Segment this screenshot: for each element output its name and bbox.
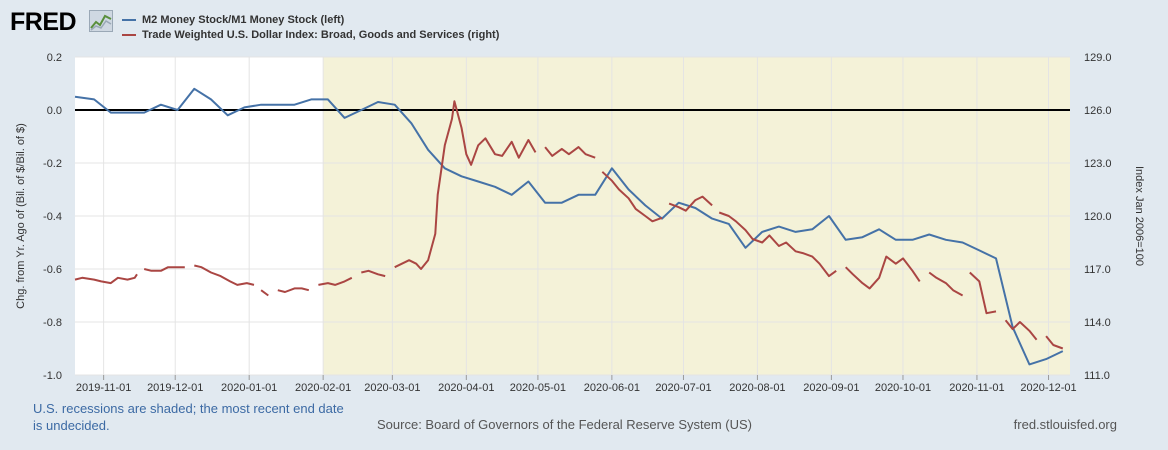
line-chart-icon — [89, 10, 113, 32]
right-tick-label: 120.0 — [1084, 211, 1112, 223]
series-line-dollar-index — [74, 100, 1064, 350]
x-tick-label: 2020-04-01 — [438, 382, 494, 394]
recession-note: U.S. recessions are shaded; the most rec… — [33, 401, 344, 433]
right-tick-label: 114.0 — [1084, 317, 1111, 329]
right-tick-label: 117.0 — [1084, 264, 1111, 276]
right-tick-label: 111.0 — [1084, 370, 1110, 382]
x-tick-label: 2019-12-01 — [147, 382, 203, 394]
right-tick-label: 129.0 — [1084, 52, 1112, 64]
left-tick-label: -0.6 — [43, 264, 62, 276]
x-tick-label: 2020-08-01 — [729, 382, 785, 394]
legend-item-dollar-index[interactable]: Trade Weighted U.S. Dollar Index: Broad,… — [122, 27, 499, 42]
left-tick-label: -0.8 — [43, 317, 62, 329]
legend-swatch-blue — [122, 18, 136, 21]
fred-logo[interactable]: FRED — [10, 8, 77, 36]
left-tick-label: 0.2 — [47, 52, 62, 64]
legend-item-m2-m1[interactable]: M2 Money Stock/M1 Money Stock (left) — [122, 12, 499, 27]
left-tick-label: -0.2 — [43, 158, 62, 170]
left-tick-label: -1.0 — [43, 370, 62, 382]
x-tick-label: 2020-11-01 — [949, 382, 1004, 394]
x-tick-label: 2019-11-01 — [76, 382, 131, 394]
left-axis-title: Chg. from Yr. Ago of (Bil. of $/Bil. of … — [15, 123, 27, 309]
right-tick-label: 126.0 — [1084, 105, 1112, 117]
x-tick-label: 2020-02-01 — [295, 382, 351, 394]
x-tick-label: 2020-12-01 — [1020, 382, 1076, 394]
x-tick-label: 2020-05-01 — [510, 382, 566, 394]
left-tick-label: -0.4 — [43, 211, 62, 223]
x-tick-label: 2020-10-01 — [875, 382, 931, 394]
right-tick-label: 123.0 — [1084, 158, 1112, 170]
legend-label: Trade Weighted U.S. Dollar Index: Broad,… — [142, 28, 500, 41]
legend-label: M2 Money Stock/M1 Money Stock (left) — [142, 13, 345, 26]
legend-swatch-red — [122, 33, 136, 36]
site-link[interactable]: fred.stlouisfed.org — [1013, 417, 1117, 432]
left-tick-label: 0.0 — [47, 105, 62, 117]
x-tick-label: 2020-07-01 — [655, 382, 711, 394]
x-tick-label: 2020-03-01 — [364, 382, 420, 394]
line-chart: -1.0 -0.8 -0.6 -0.4 -0.2 0.0 0.2 111.0 114.0 117.… — [15, 52, 1145, 394]
series-line-m2-m1 — [74, 87, 1064, 366]
chart-legend: M2 Money Stock/M1 Money Stock (left) Tra… — [122, 12, 499, 42]
x-tick-label: 2020-01-01 — [221, 382, 277, 394]
right-axis-title: Index Jan 2006=100 — [1133, 166, 1145, 266]
x-tick-label: 2020-06-01 — [584, 382, 640, 394]
source-text: Source: Board of Governors of the Federa… — [377, 417, 752, 432]
x-tick-label: 2020-09-01 — [803, 382, 859, 394]
